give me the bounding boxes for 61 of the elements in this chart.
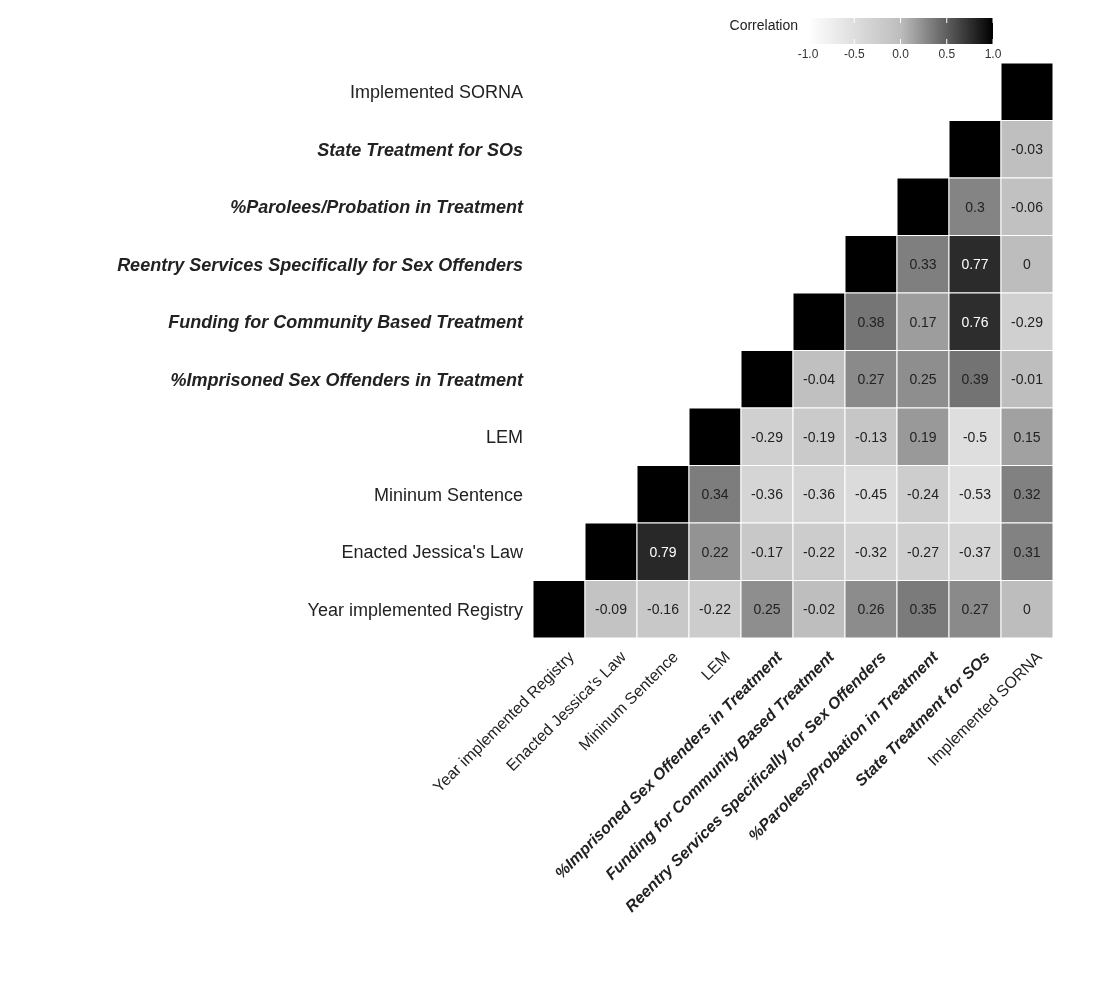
data-label: 0.33 bbox=[909, 256, 937, 273]
data-label: -0.22 bbox=[699, 601, 732, 618]
data-label: 0.17 bbox=[909, 313, 937, 330]
data-label: 0 bbox=[1023, 256, 1032, 273]
data-label: -0.53 bbox=[959, 486, 992, 503]
data-label: -0.37 bbox=[959, 543, 992, 560]
data-label: 0.39 bbox=[961, 371, 989, 388]
data-label: -0.04 bbox=[803, 371, 836, 388]
data-label: -0.06 bbox=[1011, 198, 1044, 215]
y-tick-label: Reentry Services Specifically for Sex Offenders bbox=[117, 254, 523, 275]
data-label: -0.13 bbox=[855, 428, 888, 445]
color-bar-title: Correlation bbox=[729, 17, 798, 33]
data-label: -0.24 bbox=[907, 486, 940, 503]
data-label: -0.5 bbox=[962, 428, 988, 445]
data-label: 0.19 bbox=[909, 428, 937, 445]
data-label: 0.38 bbox=[857, 313, 885, 330]
data-label: -0.29 bbox=[1011, 313, 1044, 330]
data-label: -0.27 bbox=[907, 543, 940, 560]
data-label: 0.35 bbox=[909, 601, 937, 618]
data-label: 0.31 bbox=[1013, 543, 1041, 560]
y-tick-label: %Parolees/Probation in Treatment bbox=[230, 197, 524, 218]
data-label: 0.27 bbox=[961, 601, 989, 618]
data-label: -0.09 bbox=[595, 601, 628, 618]
data-label: -0.19 bbox=[803, 428, 836, 445]
data-label: -0.17 bbox=[751, 543, 784, 560]
y-tick-label: LEM bbox=[485, 427, 523, 448]
data-label: -0.36 bbox=[803, 486, 836, 503]
data-label: -0.16 bbox=[647, 601, 680, 618]
data-label: 0.22 bbox=[701, 543, 729, 560]
color-bar-label: -1.0 bbox=[797, 47, 819, 61]
data-label: 0.26 bbox=[857, 601, 885, 618]
data-label: 0.79 bbox=[649, 543, 677, 560]
data-label: -0.22 bbox=[803, 543, 836, 560]
y-tick-label: %Imprisoned Sex Offenders in Treatment bbox=[170, 369, 524, 390]
y-tick-label: Enacted Jessica's Law bbox=[341, 542, 524, 563]
data-label: 0.27 bbox=[857, 371, 885, 388]
y-tick-label: Funding for Community Based Treatment bbox=[168, 312, 524, 333]
data-label: -0.29 bbox=[751, 428, 784, 445]
data-label: -0.32 bbox=[855, 543, 888, 560]
data-label: 0 bbox=[1023, 601, 1032, 618]
data-label: -0.45 bbox=[855, 486, 888, 503]
color-bar-label: 1.0 bbox=[984, 47, 1002, 61]
color-bar-label: -0.5 bbox=[843, 47, 865, 61]
data-label: 0.25 bbox=[753, 601, 781, 618]
y-tick-label: State Treatment for SOs bbox=[317, 139, 523, 160]
data-label: 0.76 bbox=[961, 313, 989, 330]
y-tick-label: Implemented SORNA bbox=[349, 82, 523, 103]
y-tick-label: Mininum Sentence bbox=[373, 484, 523, 505]
y-tick-label: Year implemented Registry bbox=[307, 599, 523, 620]
data-label: -0.01 bbox=[1011, 371, 1044, 388]
data-label: 0.32 bbox=[1013, 486, 1041, 503]
color-bar-label: 0.0 bbox=[892, 47, 910, 61]
data-label: 0.15 bbox=[1013, 428, 1041, 445]
data-label: -0.03 bbox=[1011, 141, 1044, 158]
data-label: 0.25 bbox=[909, 371, 937, 388]
data-label: 0.3 bbox=[965, 198, 985, 215]
data-label: -0.36 bbox=[751, 486, 784, 503]
data-label: -0.02 bbox=[803, 601, 836, 618]
color-bar-label: 0.5 bbox=[938, 47, 956, 61]
data-label: 0.77 bbox=[961, 256, 989, 273]
data-label: 0.34 bbox=[701, 486, 729, 503]
